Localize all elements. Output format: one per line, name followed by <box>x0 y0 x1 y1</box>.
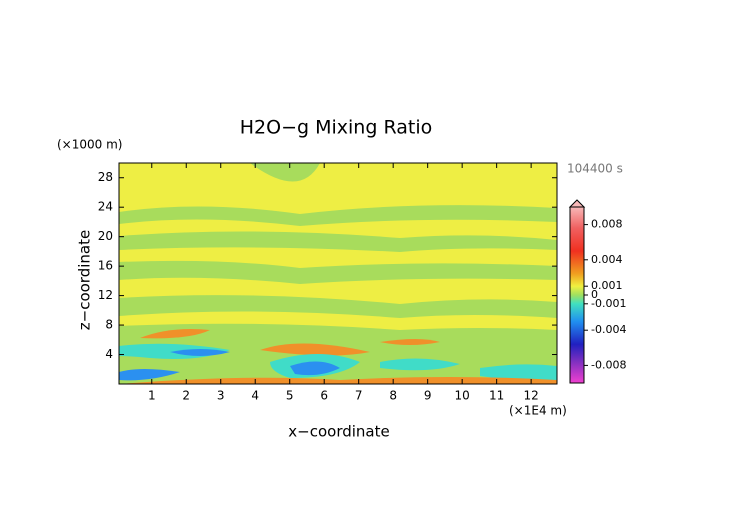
time-label: 104400 s <box>567 162 623 176</box>
x-tick-label: 6 <box>320 389 328 403</box>
y-tick-label: 20 <box>98 229 113 243</box>
x-tick-label: 3 <box>217 389 225 403</box>
colorbar-tick-label: -0.004 <box>591 323 626 336</box>
colorbar-tick-label: -0.008 <box>591 358 626 371</box>
y-axis-label: z−coordinate <box>76 230 94 330</box>
chart-title: H2O−g Mixing Ratio <box>240 117 432 139</box>
y-unit: (×1000 m) <box>57 138 122 152</box>
colorbar-tick-label: 0.008 <box>591 218 623 231</box>
colorbar-tick-label: 0.001 <box>591 279 623 292</box>
x-axis-label: x−coordinate <box>288 423 389 441</box>
x-tick-label: 7 <box>355 389 363 403</box>
colorbar-tick-label: 0 <box>591 288 598 301</box>
x-tick-label: 12 <box>523 389 538 403</box>
y-tick-label: 28 <box>98 170 113 184</box>
y-tick-label: 4 <box>105 347 113 361</box>
colorbar-tick-label: 0.004 <box>591 253 623 266</box>
x-unit: (×1E4 m) <box>509 404 567 418</box>
y-tick-label: 24 <box>98 200 113 214</box>
x-tick-label: 9 <box>424 389 432 403</box>
x-tick-label: 5 <box>286 389 294 403</box>
contour-field <box>119 163 557 384</box>
y-tick-label: 12 <box>98 288 113 302</box>
x-tick-label: 11 <box>489 389 504 403</box>
x-tick-label: 8 <box>389 389 397 403</box>
colorbar-tick-label: -0.001 <box>591 297 626 310</box>
plot-frame <box>118 162 558 385</box>
y-tick-label: 16 <box>98 259 113 273</box>
colorbar-arrow <box>568 199 586 208</box>
y-tick-label: 8 <box>105 318 113 332</box>
colorbar <box>569 206 585 384</box>
x-tick-label: 4 <box>251 389 259 403</box>
x-tick-label: 10 <box>455 389 470 403</box>
x-tick-label: 1 <box>148 389 156 403</box>
x-tick-label: 2 <box>182 389 190 403</box>
